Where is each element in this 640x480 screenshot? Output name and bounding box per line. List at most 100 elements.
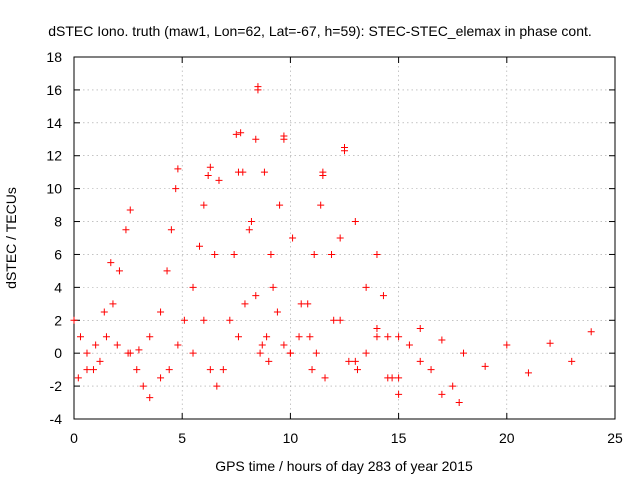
data-point — [232, 130, 240, 138]
data-point — [321, 374, 329, 382]
plot-frame — [73, 56, 616, 420]
data-point — [124, 349, 132, 357]
data-point — [122, 226, 130, 234]
data-point — [109, 300, 117, 308]
data-point — [269, 283, 277, 291]
data-point — [330, 316, 338, 324]
data-point — [460, 349, 468, 357]
y-tick-label: 10 — [46, 181, 62, 197]
data-point — [204, 171, 212, 179]
x-axis-label: GPS time / hours of day 283 of year 2015 — [215, 458, 473, 474]
data-point — [226, 316, 234, 324]
data-point — [234, 333, 242, 341]
data-point — [237, 129, 245, 137]
data-point — [416, 325, 424, 332]
data-point — [481, 362, 489, 370]
data-point — [286, 349, 294, 357]
data-point — [317, 201, 325, 209]
y-tick-label: 18 — [46, 49, 62, 65]
data-point — [341, 147, 348, 155]
data-point — [304, 300, 312, 308]
x-tick-label: 5 — [178, 430, 186, 446]
y-tick-label: -2 — [50, 378, 63, 394]
data-point — [373, 325, 381, 332]
data-point — [438, 390, 446, 398]
data-point — [351, 218, 359, 226]
data-point — [200, 316, 208, 324]
data-point — [100, 308, 108, 316]
y-tick-label: -4 — [50, 411, 63, 427]
data-point — [211, 250, 219, 258]
x-tick-label: 10 — [283, 430, 299, 446]
data-point — [254, 86, 262, 94]
data-point — [102, 333, 110, 341]
data-point — [83, 349, 91, 357]
data-point — [256, 349, 264, 357]
data-point — [373, 333, 381, 341]
data-point — [206, 366, 214, 374]
data-point — [524, 369, 532, 377]
data-point — [260, 168, 268, 176]
y-tick-label: 12 — [46, 148, 62, 164]
data-point — [416, 357, 424, 365]
data-point — [312, 349, 320, 357]
data-point — [379, 292, 387, 300]
y-tick-label: 2 — [54, 312, 62, 328]
data-point — [438, 336, 446, 344]
y-tick-label: 8 — [54, 214, 62, 230]
data-point — [107, 259, 115, 267]
x-tick-label: 0 — [70, 430, 78, 446]
x-tick-label: 25 — [607, 430, 623, 446]
data-point — [395, 374, 403, 382]
data-point — [587, 328, 595, 336]
data-point — [405, 341, 413, 349]
data-point — [328, 250, 336, 258]
data-point — [455, 399, 463, 407]
y-tick-label: 16 — [46, 82, 62, 98]
data-point — [96, 357, 104, 365]
data-point — [252, 135, 260, 143]
data-point — [306, 333, 314, 341]
data-point — [74, 374, 82, 382]
data-point — [157, 308, 165, 316]
data-points — [70, 83, 595, 407]
data-point — [263, 333, 271, 341]
data-point — [172, 185, 180, 193]
data-point — [395, 333, 403, 341]
data-point — [92, 341, 100, 349]
data-point — [276, 201, 284, 209]
data-point — [219, 366, 227, 374]
data-point — [189, 283, 197, 291]
data-point — [395, 390, 403, 398]
data-point — [265, 357, 273, 365]
data-point — [89, 366, 97, 374]
data-point — [167, 226, 175, 234]
y-tick-label: 6 — [54, 246, 62, 262]
y-tick-label: 14 — [46, 115, 62, 131]
data-point — [126, 206, 134, 214]
data-point — [70, 316, 78, 324]
data-point — [503, 341, 511, 349]
data-point — [133, 366, 141, 374]
data-point — [174, 165, 182, 173]
data-point — [362, 349, 370, 357]
data-point — [273, 308, 281, 316]
data-point — [180, 316, 188, 324]
data-point — [146, 394, 154, 402]
data-point — [297, 300, 305, 308]
data-point — [280, 341, 288, 349]
axis-ticks: 0 5 10 15 20 25 -4 -2 0 2 4 6 8 10 12 14 16 18 — [46, 49, 623, 446]
data-point — [319, 171, 327, 179]
data-point — [427, 366, 435, 374]
data-point — [157, 374, 165, 382]
y-tick-label: 4 — [54, 279, 62, 295]
y-axis-label: dSTEC / TECUs — [3, 187, 19, 289]
data-point — [289, 234, 297, 242]
data-point — [165, 366, 173, 374]
data-point — [196, 242, 204, 250]
x-tick-label: 15 — [391, 430, 407, 446]
data-point — [351, 357, 359, 365]
data-point — [252, 292, 260, 300]
data-point — [267, 250, 275, 258]
